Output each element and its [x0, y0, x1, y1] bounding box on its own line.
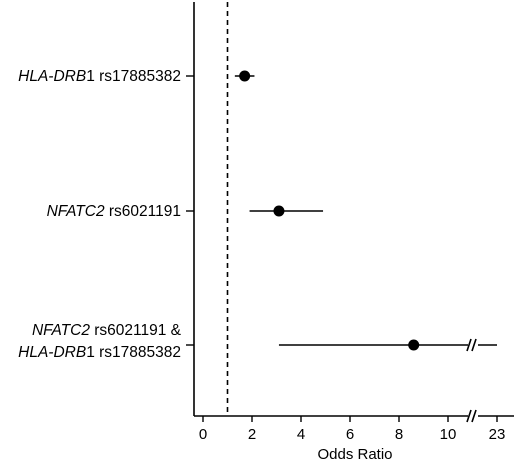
forest-row: NFATC2 rs6021191 & HLA-DRB1 rs17885382 — [18, 322, 497, 361]
x-tick-label: 6 — [346, 426, 354, 443]
point-estimate — [239, 70, 251, 82]
row-label: NFATC2 rs6021191 & — [32, 322, 182, 339]
x-tick-label: 23 — [489, 426, 506, 443]
x-axis-title: Odds Ratio — [317, 446, 392, 463]
x-axis-break-icon — [466, 409, 478, 423]
x-tick-label: 0 — [199, 426, 207, 443]
row-label: HLA-DRB1 rs17885382 — [18, 68, 181, 85]
x-ticks: 0 2 4 6 8 10 23 — [199, 409, 506, 443]
forest-row: NFATC2 rs6021191 — [47, 203, 324, 220]
point-estimate — [273, 205, 285, 217]
ci-break-icon — [466, 338, 478, 352]
rows: HLA-DRB1 rs17885382 NFATC2 rs6021191 NFATC… — [18, 68, 497, 361]
x-tick-label: 4 — [297, 426, 305, 443]
x-tick-label: 2 — [248, 426, 256, 443]
row-label: NFATC2 rs6021191 — [47, 203, 181, 220]
x-tick-label: 10 — [440, 426, 457, 443]
axes — [193, 2, 514, 417]
row-label: HLA-DRB1 rs17885382 — [18, 344, 181, 361]
forest-row: HLA-DRB1 rs17885382 — [18, 68, 255, 85]
point-estimate — [408, 339, 420, 351]
x-tick-label: 8 — [395, 426, 403, 443]
